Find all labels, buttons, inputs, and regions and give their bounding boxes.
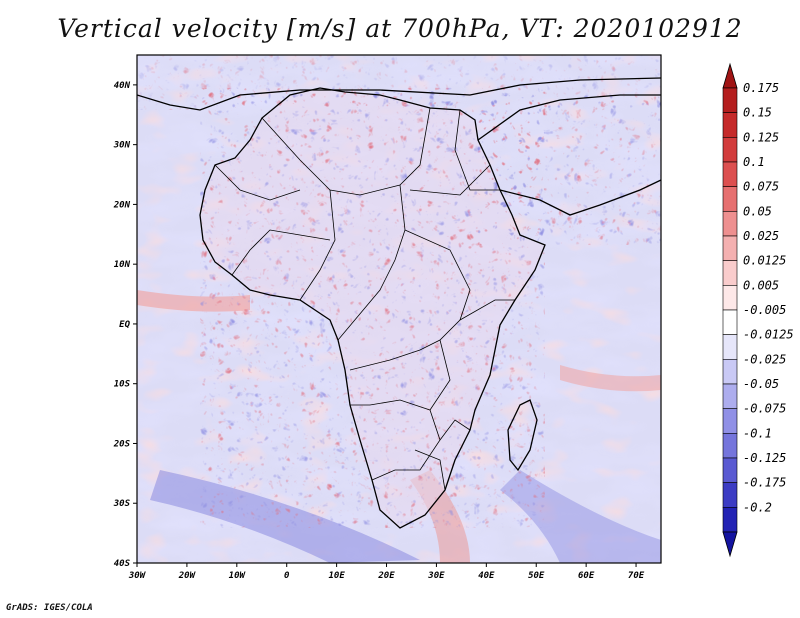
lat-tick-label: 10S: [114, 380, 131, 390]
grads-credit: GrADS: IGES/COLA: [6, 603, 93, 613]
colorbar-swatch: [722, 457, 738, 483]
colorbar-label: -0.175: [743, 476, 786, 490]
colorbar-swatch: [722, 112, 738, 138]
lat-tick-label: 40S: [114, 559, 131, 569]
lon-tick-label: 60E: [578, 571, 595, 581]
lat-tick-label: 40N: [114, 81, 131, 91]
colorbar-swatch: [722, 186, 738, 212]
colorbar-swatch: [722, 285, 738, 311]
lon-tick-label: 70E: [628, 571, 645, 581]
lat-tick-label: EQ: [119, 320, 130, 330]
lat-tick-label: 30S: [113, 499, 131, 509]
lon-tick-label: 40E: [478, 571, 495, 581]
lon-tick-label: 20E: [377, 571, 395, 581]
colorbar-label: -0.005: [743, 303, 786, 317]
lat-tick-label: 20N: [113, 200, 131, 210]
lat-tick-label: 20S: [113, 439, 131, 449]
colorbar-swatch: [722, 383, 738, 409]
lon-tick-label: 0: [284, 571, 290, 581]
colorbar-swatch: [722, 260, 738, 286]
plot-frame: [136, 54, 662, 564]
map-axes: 40N 30N 20N 10N EQ 10S 20S 30S 40S 30W 20W 10W 0 10E 2…: [113, 81, 645, 581]
colorbar: 0.175 0.15 0.125 0.1 0.075 0.05 0.025 0.0125 0.0…: [722, 62, 794, 558]
colorbar-swatch: [722, 507, 738, 533]
colorbar-swatch: [722, 433, 738, 459]
lon-tick-label: 50E: [528, 571, 545, 581]
colorbar-top-arrow: [722, 62, 738, 89]
colorbar-label: 0.0125: [743, 254, 786, 268]
colorbar-label: 0.075: [743, 180, 779, 194]
lon-tick-label: 10W: [229, 571, 247, 581]
velocity-field: [137, 55, 661, 563]
colorbar-label: 0.1: [743, 155, 765, 169]
colorbar-swatch: [722, 334, 738, 360]
colorbar-swatch: [722, 161, 738, 187]
colorbar-label: -0.125: [743, 451, 786, 465]
lat-tick-label: 10N: [114, 260, 131, 270]
colorbar-label: 0.05: [743, 204, 772, 218]
lon-tick-label: 30E: [427, 571, 445, 581]
colorbar-swatch: [722, 87, 738, 113]
colorbar-label: 0.025: [743, 229, 779, 243]
colorbar-swatch: [722, 235, 738, 261]
colorbar-label: 0.15: [743, 106, 772, 120]
colorbar-bottom-arrow: [722, 531, 738, 558]
colorbar-label: -0.0125: [743, 328, 794, 342]
colorbar-swatch: [722, 408, 738, 434]
coastline-borders: [137, 77, 661, 529]
colorbar-swatch: [722, 359, 738, 385]
lat-tick-label: 30N: [113, 141, 131, 151]
lon-tick-label: 10E: [328, 571, 345, 581]
chart-title: Vertical velocity [m/s] at 700hPa, VT: 2…: [57, 14, 743, 43]
colorbar-swatch: [722, 309, 738, 335]
colorbar-swatch: [722, 211, 738, 237]
lon-tick-label: 20W: [178, 571, 197, 581]
lon-tick-label: 30W: [128, 571, 147, 581]
colorbar-swatch: [722, 137, 738, 163]
colorbar-label: -0.075: [743, 402, 786, 416]
colorbar-label: 0.005: [743, 278, 779, 292]
colorbar-label: 0.125: [743, 130, 779, 144]
colorbar-label: -0.1: [743, 426, 772, 440]
colorbar-label: -0.025: [743, 352, 786, 366]
colorbar-label: 0.175: [743, 81, 779, 95]
colorbar-label: -0.2: [743, 500, 772, 514]
colorbar-swatch: [722, 482, 738, 508]
colorbar-label: -0.05: [743, 377, 779, 391]
